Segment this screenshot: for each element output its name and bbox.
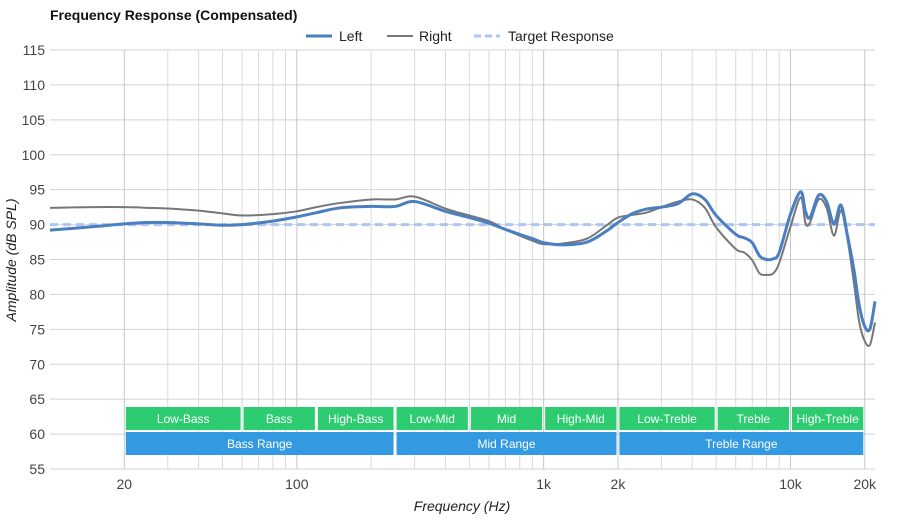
band-mid-range: [396, 432, 617, 455]
band-label-low-bass: Low-Bass: [157, 412, 210, 426]
y-tick-label-110: 110: [23, 77, 46, 93]
band-bass: [243, 407, 315, 430]
x-axis-ticks: 20 100 1k 2k 10k 20k: [117, 476, 878, 492]
y-tick-label-115: 115: [23, 42, 46, 58]
legend-label-left: Left: [339, 28, 362, 44]
x-axis-title: Frequency (Hz): [414, 498, 510, 514]
x-tick-label-2k: 2k: [611, 476, 627, 492]
band-high-treble: [791, 407, 864, 430]
frequency-bands: Low-Bass Bass High-Bass Low-Mid Mid High-Mid L…: [125, 407, 864, 455]
band-low-mid: [396, 407, 468, 430]
band-label-high-mid: High-Mid: [557, 412, 605, 426]
y-tick-label-100: 100: [22, 147, 46, 163]
band-treble-range: [619, 432, 864, 455]
y-tick-label-90: 90: [29, 217, 45, 233]
legend[interactable]: Left Right Target Response: [306, 28, 614, 44]
band-label-treble: Treble: [737, 412, 771, 426]
band-high-bass: [317, 407, 394, 430]
x-tick-label-1k: 1k: [536, 476, 552, 492]
band-label-treble-range: Treble Range: [705, 437, 778, 451]
band-mid: [470, 407, 543, 430]
grid: [50, 49, 875, 470]
y-tick-label-70: 70: [29, 356, 45, 372]
legend-label-right: Right: [419, 28, 452, 44]
y-tick-label-60: 60: [29, 426, 45, 442]
y-tick-label-80: 80: [29, 286, 45, 302]
legend-item-target-response[interactable]: Target Response: [474, 28, 614, 44]
band-bass-range: [125, 432, 394, 455]
chart-title: Frequency Response (Compensated): [50, 7, 297, 23]
band-label-low-treble: Low-Treble: [637, 412, 697, 426]
series-line-right: [49, 195, 876, 347]
y-tick-label-75: 75: [29, 321, 45, 337]
x-tick-label-20k: 20k: [853, 476, 877, 492]
y-tick-label-105: 105: [22, 112, 46, 128]
y-axis-ticks: 55 60 65 70 75 80 85 90 95 100 105 110 115: [22, 42, 46, 477]
legend-label-target-response: Target Response: [508, 28, 614, 44]
y-tick-label-95: 95: [29, 182, 45, 198]
y-tick-label-85: 85: [29, 252, 45, 268]
y-tick-label-55: 55: [29, 461, 45, 477]
x-tick-label-10k: 10k: [779, 476, 803, 492]
series-lines: [49, 190, 877, 347]
band-label-bass-range: Bass Range: [227, 437, 293, 451]
band-high-mid: [545, 407, 617, 430]
band-treble: [717, 407, 789, 430]
series-line-left: [49, 190, 877, 333]
band-label-high-bass: High-Bass: [328, 412, 383, 426]
band-label-mid-range: Mid Range: [477, 437, 535, 451]
band-low-treble: [619, 407, 715, 430]
band-low-bass: [125, 407, 241, 430]
legend-item-left[interactable]: Left: [306, 28, 362, 44]
x-tick-label-20: 20: [117, 476, 133, 492]
band-label-mid: Mid: [497, 412, 516, 426]
legend-item-right[interactable]: Right: [387, 28, 452, 44]
y-axis-title: Amplitude (dB SPL): [3, 199, 19, 323]
y-tick-label-65: 65: [29, 391, 45, 407]
x-tick-label-100: 100: [285, 476, 309, 492]
band-label-low-mid: Low-Mid: [410, 412, 455, 426]
band-label-bass: Bass: [266, 412, 293, 426]
band-label-high-treble: High-Treble: [797, 412, 860, 426]
